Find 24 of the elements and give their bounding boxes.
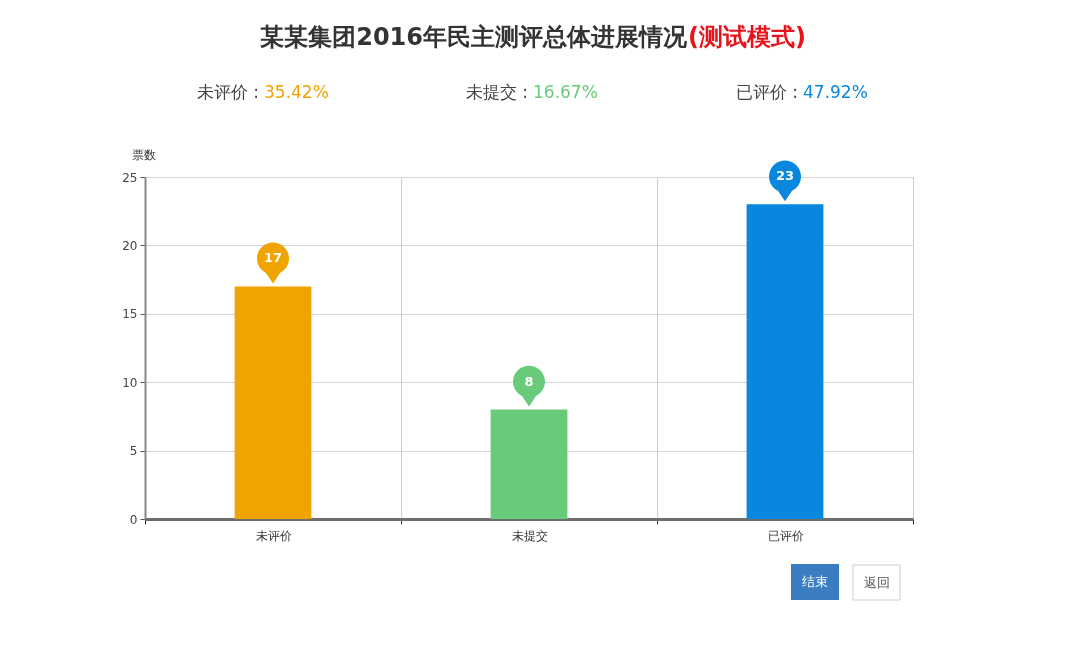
x-tick-label: 未提交 (511, 528, 548, 543)
text: 16.67% (533, 82, 598, 102)
text: 已评价 : (735, 82, 798, 102)
y-axis-title: 票数 (131, 147, 156, 162)
text: 返回 (863, 574, 890, 590)
y-tick-label: 15 (122, 307, 138, 322)
text: (测试模式) (688, 23, 806, 51)
chart-title: 某某集团2016年民主测评总体进展情况 (260, 23, 688, 51)
y-tick-label: 0 (129, 512, 138, 527)
data-label: 23 (775, 168, 795, 184)
x-tick-label: 未评价 (255, 528, 292, 543)
y-tick-label: 10 (122, 375, 138, 390)
y-tick-label: 25 (122, 170, 138, 185)
y-tick-label: 5 (129, 444, 138, 459)
y-tick-label: 20 (122, 238, 138, 253)
x-tick-label: 已评价 (767, 528, 804, 543)
data-label: 17 (263, 250, 283, 266)
text: 未评价 : (196, 82, 259, 102)
text: 47.92% (803, 82, 868, 102)
text: 未提交 : (465, 82, 528, 102)
text: 结束 (802, 574, 828, 589)
text: 35.42% (264, 82, 329, 102)
bar (746, 204, 824, 519)
data-label: 8 (524, 373, 534, 389)
